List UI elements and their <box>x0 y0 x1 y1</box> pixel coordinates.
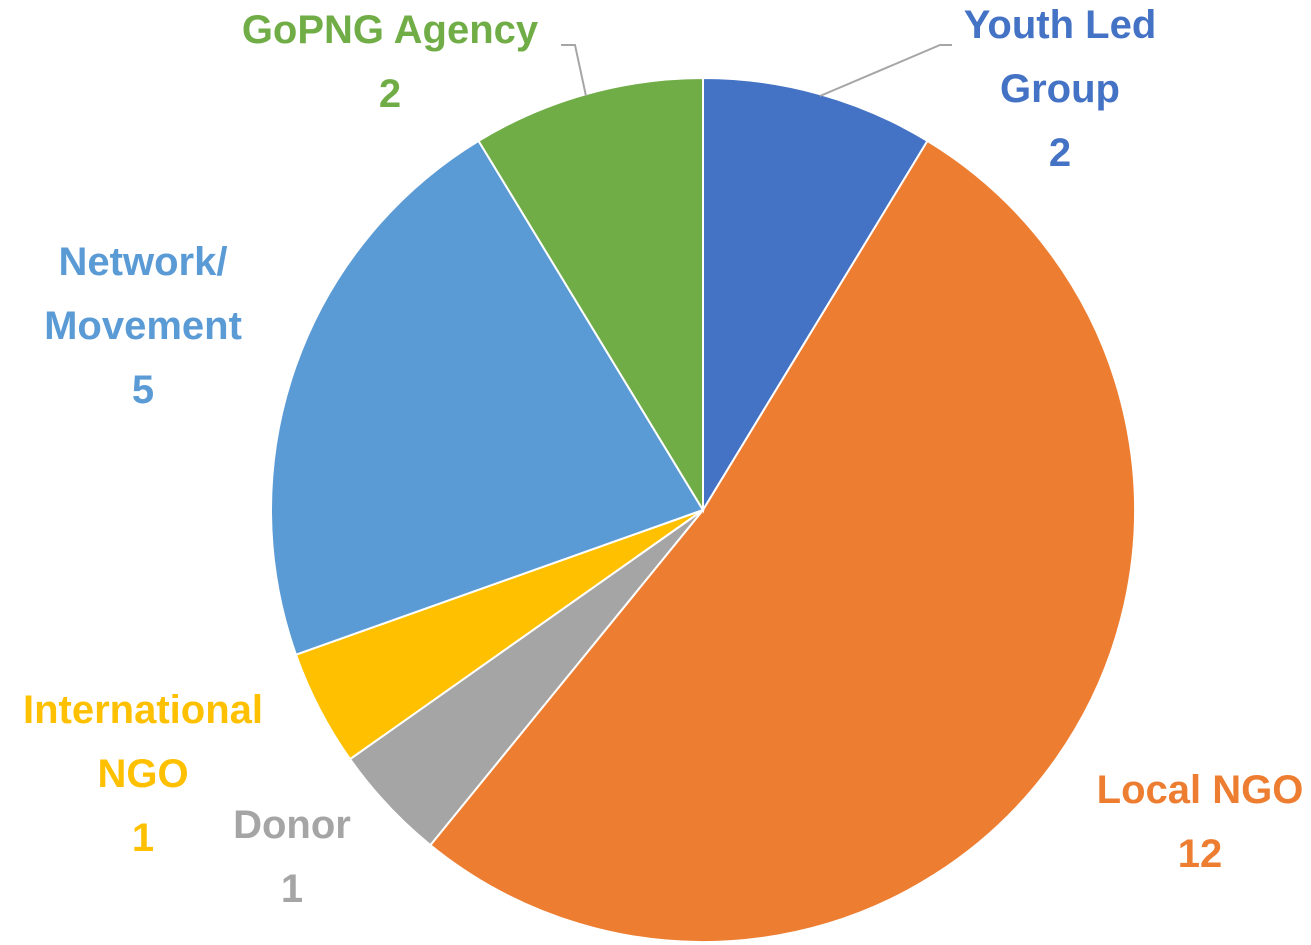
data-label: Local NGO 12 <box>1035 758 1311 886</box>
category-label: Donor <box>233 803 351 847</box>
leader-line <box>819 44 952 97</box>
category-label: Network/ Movement <box>44 240 242 348</box>
pie-slice <box>428 139 1136 943</box>
value-label: 2 <box>1048 131 1072 175</box>
value-label: 12 <box>1177 832 1223 876</box>
leader-line <box>561 44 587 97</box>
data-label: Youth Led Group 2 <box>930 0 1190 185</box>
value-label: 1 <box>131 816 155 860</box>
value-label: 5 <box>131 368 155 412</box>
data-label: Network/ Movement 5 <box>13 230 273 422</box>
value-label: 1 <box>280 867 304 911</box>
category-label: GoPNG Agency <box>241 8 539 52</box>
pie-slice <box>270 139 705 656</box>
category-label: Youth Led Group <box>963 3 1157 111</box>
value-label: 2 <box>378 72 402 116</box>
category-label: International NGO <box>22 688 264 796</box>
category-label: Local NGO <box>1096 768 1304 812</box>
data-label: Donor 1 <box>162 793 422 921</box>
pie-slice <box>702 76 929 514</box>
data-label: International NGO 1 <box>0 678 293 870</box>
data-label: GoPNG Agency 2 <box>210 0 570 126</box>
